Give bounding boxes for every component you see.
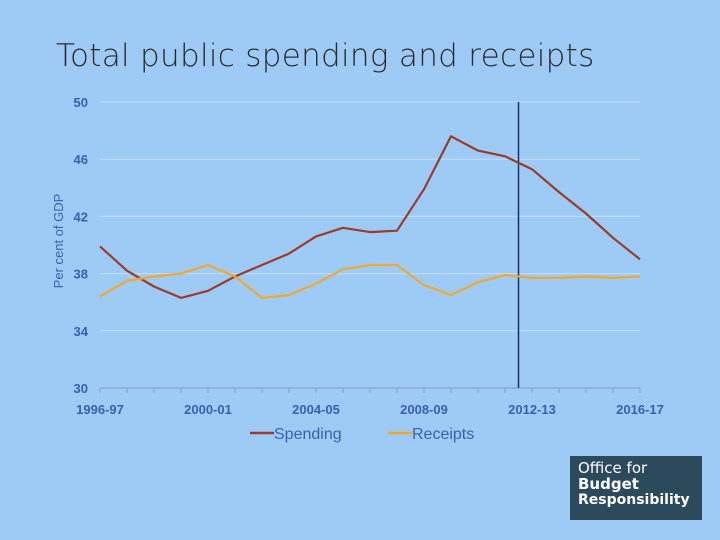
series-line-spending [99, 135, 641, 299]
legend-label-receipts: Receipts [412, 426, 474, 443]
y-tick-label: 34 [74, 324, 89, 339]
y-axis-label: Per cent of GDP [51, 194, 66, 289]
y-tick-label: 30 [74, 381, 88, 396]
series-line-receipts [99, 263, 641, 299]
y-tick-label: 42 [74, 209, 88, 224]
page-title: Total public spending and receipts [56, 38, 595, 74]
logo-line-1: Office for [578, 459, 648, 477]
y-tick-label: 38 [74, 267, 88, 282]
x-tick-label: 1996-97 [76, 402, 124, 417]
axes [99, 387, 641, 393]
gridlines [100, 101, 640, 389]
y-tick-labels: 30 34 38 42 46 50 [74, 95, 89, 396]
x-tick-label: 2012-13 [508, 402, 556, 417]
obr-logo: Office for Budget Responsibility [570, 456, 702, 520]
y-tick-label: 46 [74, 152, 88, 167]
x-tick-label: 2000-01 [184, 402, 232, 417]
logo-line-3: Responsibility [578, 491, 690, 508]
x-tick-labels: 1996-97 2000-01 2004-05 2008-09 2012-13 2016-… [76, 402, 664, 417]
x-tick-label: 2016-17 [616, 402, 664, 417]
x-tick-label: 2008-09 [400, 402, 448, 417]
legend: Spending Receipts [250, 426, 474, 443]
x-tick-label: 2004-05 [292, 402, 340, 417]
y-tick-label: 50 [74, 95, 88, 110]
legend-label-spending: Spending [274, 426, 342, 443]
logo-line-2: Budget [578, 474, 639, 493]
series-lines [99, 135, 641, 299]
